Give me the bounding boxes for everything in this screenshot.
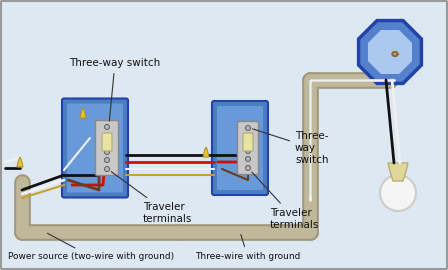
FancyBboxPatch shape xyxy=(62,99,128,197)
Text: Traveler
terminals: Traveler terminals xyxy=(252,172,319,230)
FancyBboxPatch shape xyxy=(67,103,123,193)
FancyBboxPatch shape xyxy=(212,101,268,195)
Circle shape xyxy=(246,166,250,170)
Polygon shape xyxy=(368,30,412,74)
Circle shape xyxy=(104,167,109,171)
Circle shape xyxy=(246,157,250,161)
Circle shape xyxy=(246,126,250,130)
Text: Power source (two-wire with ground): Power source (two-wire with ground) xyxy=(8,233,174,261)
Polygon shape xyxy=(358,21,422,83)
Text: Three-
way
switch: Three- way switch xyxy=(253,129,328,165)
Circle shape xyxy=(246,148,250,154)
Polygon shape xyxy=(203,147,209,157)
FancyBboxPatch shape xyxy=(95,120,119,176)
FancyBboxPatch shape xyxy=(237,122,258,174)
Polygon shape xyxy=(80,108,86,118)
Polygon shape xyxy=(388,163,408,181)
Circle shape xyxy=(104,157,109,163)
Text: Traveler
terminals: Traveler terminals xyxy=(111,172,192,224)
Text: Three-way switch: Three-way switch xyxy=(69,58,161,121)
Circle shape xyxy=(104,124,109,130)
Polygon shape xyxy=(17,157,23,167)
Text: Three-wire with ground: Three-wire with ground xyxy=(195,235,300,261)
FancyBboxPatch shape xyxy=(217,106,263,190)
FancyBboxPatch shape xyxy=(243,133,253,151)
Circle shape xyxy=(104,150,109,154)
Circle shape xyxy=(380,175,416,211)
FancyBboxPatch shape xyxy=(102,133,112,151)
